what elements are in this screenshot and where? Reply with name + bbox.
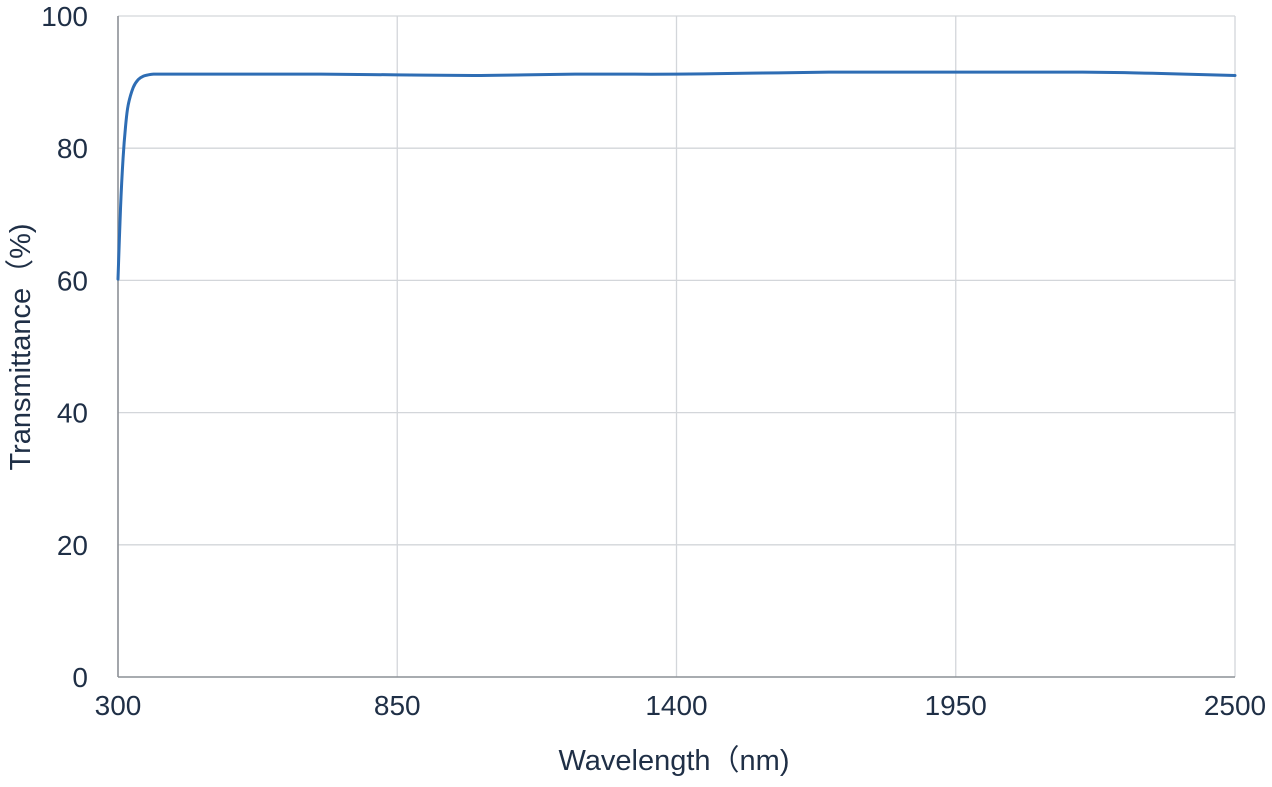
y-tick-label: 0	[72, 662, 88, 693]
x-tick-label: 300	[95, 690, 142, 721]
grid	[118, 15, 1236, 677]
x-tick-labels: 300 850 1400 1950 2500	[95, 690, 1267, 721]
y-axis-title: Transmittance（%)	[5, 223, 37, 470]
y-tick-label: 20	[57, 530, 88, 561]
x-tick-label: 850	[374, 690, 421, 721]
x-tick-label: 2500	[1204, 690, 1266, 721]
y-tick-label: 100	[41, 1, 88, 32]
x-tick-label: 1950	[925, 690, 987, 721]
series-layer	[116, 70, 1237, 281]
y-tick-label: 60	[57, 265, 88, 296]
y-tick-label: 40	[57, 398, 88, 429]
y-tick-label: 80	[57, 133, 88, 164]
axes	[117, 16, 1235, 678]
x-tick-label: 1400	[645, 690, 707, 721]
y-tick-labels: 0 20 40 60 80 100	[41, 1, 88, 693]
series-line	[116, 70, 1237, 281]
x-axis-title: Wavelength（nm)	[558, 745, 789, 777]
